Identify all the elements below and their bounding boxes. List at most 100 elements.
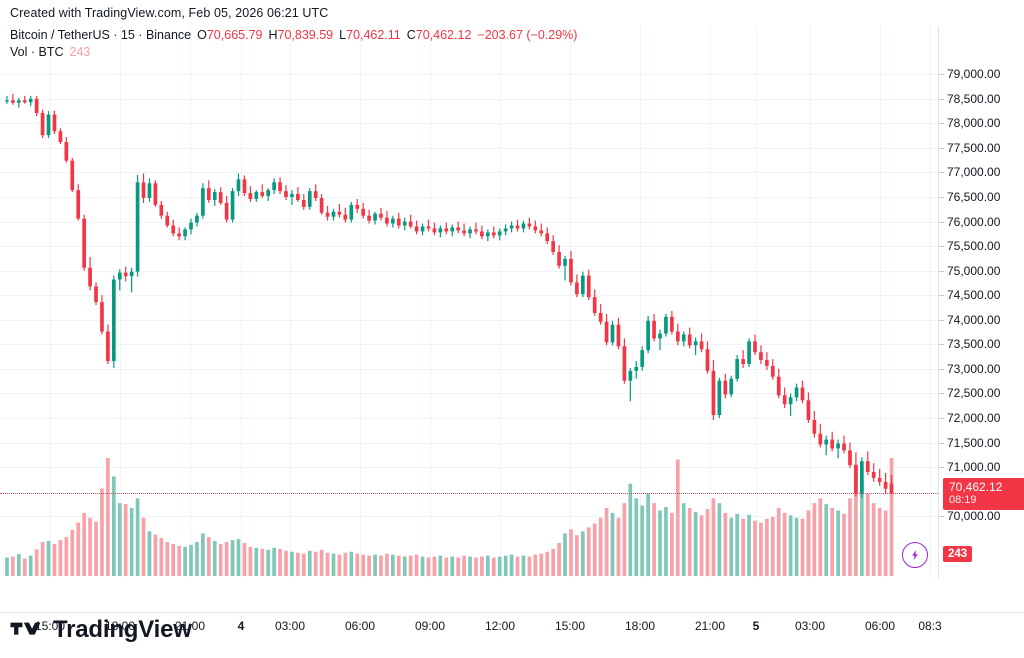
volume-label[interactable]: Vol · BTC: [10, 45, 64, 59]
volume-value: 243: [69, 45, 91, 59]
volume-bar: [717, 503, 722, 576]
volume-bar: [28, 555, 33, 576]
close-label: C: [406, 28, 416, 42]
volume-bar: [854, 464, 858, 576]
candle-body: [598, 312, 603, 322]
candle-body: [272, 182, 276, 191]
gridline-v: [50, 26, 51, 578]
volume-bar: [723, 512, 728, 576]
price-tick: 73,500.00: [947, 337, 1001, 352]
volume-bar: [337, 554, 342, 576]
candle-body: [153, 183, 158, 205]
candle-body: [515, 225, 520, 229]
volume-bar: [123, 504, 128, 576]
volume-bar: [640, 505, 645, 576]
volume-bar: [171, 543, 176, 576]
legend-volume-row: Vol · BTC 243: [10, 45, 577, 60]
volume-bar: [622, 503, 627, 576]
volume-bar: [521, 555, 526, 576]
candle-body: [432, 228, 437, 233]
volume-bar: [456, 557, 460, 576]
candle-body: [652, 320, 656, 339]
volume-bar: [349, 551, 354, 576]
price-plot[interactable]: [0, 26, 938, 578]
gridline-v: [930, 26, 931, 578]
time-tick: 06:00: [864, 619, 896, 633]
candle-body: [123, 272, 128, 277]
candle-body: [759, 352, 763, 361]
candle-body: [616, 324, 621, 347]
tradingview-logo[interactable]: TradingView: [10, 616, 192, 644]
low-group: L70,462.11: [339, 28, 401, 43]
candle-body: [414, 226, 419, 232]
price-tick: 75,000.00: [947, 263, 1001, 278]
candle-body: [349, 204, 354, 220]
price-tick-mark: [939, 467, 944, 468]
tradingview-wordmark: TradingView: [53, 616, 192, 643]
volume-bar: [741, 518, 745, 576]
price-tick: 71,000.00: [947, 460, 1001, 475]
open-value: 70,665.79: [206, 28, 263, 42]
time-tick: 21:00: [694, 619, 726, 633]
candle-body: [622, 346, 627, 381]
symbol-title[interactable]: Bitcoin / TetherUS · 15 · Binance: [10, 28, 192, 42]
candle-body: [717, 380, 722, 416]
price-scale[interactable]: 70,462.12 08:19 243 79,000.00 78,500.00 78…: [938, 26, 1024, 578]
price-tick-mark: [939, 74, 944, 75]
volume-bar: [355, 553, 360, 576]
gridline-h: [0, 393, 938, 394]
volume-bar: [189, 544, 193, 576]
volume-bar: [224, 542, 229, 576]
volume-bar: [687, 508, 692, 576]
candle-body: [313, 191, 318, 198]
volume-bar: [420, 556, 425, 576]
price-tick-mark: [939, 320, 944, 321]
candle-body: [408, 221, 413, 227]
candle-body: [248, 193, 253, 199]
time-tick: 18:00: [624, 619, 656, 633]
volume-bar: [165, 542, 170, 576]
volume-bar: [266, 549, 271, 576]
gridline-v: [360, 26, 361, 578]
volume-bar: [794, 517, 799, 576]
candle-body: [640, 350, 645, 367]
change-value: −203.67 (−0.29%): [477, 28, 578, 42]
candle-body: [794, 387, 799, 398]
volume-bar: [812, 503, 817, 576]
gridline-v: [430, 26, 431, 578]
candle-body: [284, 191, 288, 198]
candle-body: [396, 218, 401, 226]
price-tick-mark: [939, 246, 944, 247]
price-tick-mark: [939, 393, 944, 394]
price-tick-mark: [939, 99, 944, 100]
candle-body: [836, 443, 840, 449]
time-scale[interactable]: 15:00 18:00 21:00 4 03:00 06:00 09:00 12:00 15:0…: [0, 612, 1024, 639]
volume-bar: [153, 534, 158, 576]
volume-bar: [147, 531, 152, 576]
gridline-h: [0, 344, 938, 345]
volume-bar: [64, 537, 69, 576]
price-tick-mark: [939, 344, 944, 345]
high-value: 70,839.59: [277, 28, 334, 42]
lightning-icon[interactable]: [901, 542, 928, 568]
price-tick: 74,500.00: [947, 288, 1001, 303]
volume-bar: [491, 557, 496, 576]
volume-bar: [782, 512, 787, 576]
candle-body: [379, 213, 383, 218]
volume-bar: [670, 512, 674, 576]
time-tick: 12:00: [484, 619, 516, 633]
candle-body: [70, 160, 75, 191]
candle-body: [34, 98, 39, 114]
candle-body: [776, 376, 781, 396]
time-tick: 08:3: [918, 619, 942, 633]
gridline-h: [0, 369, 938, 370]
volume-bar: [385, 553, 389, 576]
volume-bar: [183, 546, 187, 576]
volume-bar: [343, 552, 348, 576]
volume-bar: [313, 551, 318, 576]
volume-bar: [474, 557, 478, 576]
volume-bar: [111, 476, 116, 576]
gridline-h: [0, 123, 938, 124]
volume-bar: [836, 510, 840, 576]
chart-area[interactable]: Bitcoin / TetherUS · 15 · Binance O70,66…: [0, 26, 1024, 633]
